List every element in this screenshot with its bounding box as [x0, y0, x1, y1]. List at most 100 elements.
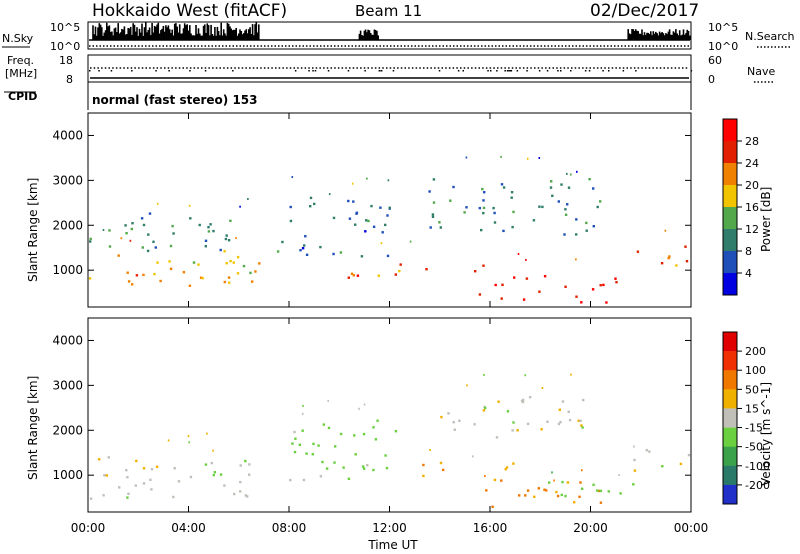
heatmap-cell	[560, 493, 563, 497]
heatmap-cell	[140, 217, 144, 220]
heatmap-cell	[510, 196, 513, 199]
heatmap-cell	[289, 478, 292, 482]
heatmap-cell	[687, 453, 691, 457]
heatmap-cell	[302, 404, 304, 407]
heatmap-cell	[591, 288, 595, 291]
heatmap-cell	[505, 466, 509, 469]
freq-left-tick-high: 18	[59, 54, 73, 67]
freq-dot	[110, 70, 113, 72]
cpid-label: CPID	[8, 90, 37, 103]
heatmap-cell	[592, 187, 595, 190]
power-colorbar-label: Power [dB]	[759, 187, 773, 252]
heatmap-cell	[577, 419, 580, 422]
heatmap-cell	[633, 458, 636, 462]
station-title: Hokkaido West (fitACF)	[92, 1, 287, 21]
heatmap-cell	[556, 494, 560, 498]
heatmap-cell	[254, 270, 257, 273]
heatmap-cell	[575, 258, 577, 261]
heatmap-cell	[399, 263, 402, 266]
freq-dot	[347, 70, 350, 72]
heatmap-cell	[447, 412, 450, 415]
heatmap-cell	[301, 429, 304, 432]
heatmap-cell	[478, 293, 482, 296]
velocity-colorbar-label: Velocity [m s^-1]	[759, 382, 773, 486]
noise-right-tick-high: 10^5	[708, 21, 738, 34]
heatmap-cell	[439, 226, 442, 229]
heatmap-cell	[578, 495, 581, 498]
heatmap-cell	[685, 260, 689, 263]
heatmap-cell	[204, 239, 208, 242]
heatmap-cell	[449, 199, 452, 202]
heatmap-cell	[148, 212, 152, 215]
date-label: 02/Dec/2017	[590, 1, 699, 21]
heatmap-cell	[549, 186, 553, 189]
heatmap-cell	[465, 206, 468, 209]
heatmap-cell	[358, 407, 360, 410]
heatmap-cell	[305, 452, 308, 455]
heatmap-cell	[543, 275, 547, 278]
colorbar-swatch	[723, 427, 737, 447]
heatmap-cell	[327, 426, 331, 430]
freq-label-1: Freq.	[7, 54, 34, 67]
velocity-y-ticks: 4000 3000 2000 1000	[52, 333, 691, 482]
heatmap-cell	[352, 274, 355, 277]
heatmap-cell	[319, 245, 322, 249]
heatmap-cell	[146, 249, 150, 253]
cpid-text: normal (fast stereo) 153	[92, 93, 258, 107]
colorbar-tick-label: 8	[745, 245, 752, 258]
velocity-colorbar: 200 100 50 15 -15 -50 -100 -200	[722, 331, 770, 505]
heatmap-cell	[599, 501, 603, 504]
heatmap-cell	[244, 459, 247, 463]
heatmap-cell	[172, 495, 175, 499]
colorbar-swatch	[723, 332, 737, 352]
heatmap-cell	[247, 198, 249, 200]
heatmap-cell	[212, 229, 215, 233]
heatmap-cell	[567, 410, 570, 413]
heatmap-cell	[384, 454, 387, 457]
heatmap-cell	[204, 245, 207, 248]
heatmap-cell	[384, 223, 387, 227]
heatmap-cell	[563, 233, 566, 236]
heatmap-cell	[557, 422, 561, 426]
heatmap-cell	[103, 474, 106, 477]
heatmap-cell	[127, 280, 131, 283]
freq-dot	[496, 70, 498, 72]
heatmap-cell	[522, 298, 526, 301]
freq-dot	[378, 70, 381, 72]
heatmap-cell	[147, 233, 150, 236]
heatmap-cell	[558, 408, 561, 411]
colorbar-tick-label: 24	[745, 157, 759, 170]
freq-dot	[588, 70, 591, 72]
heatmap-cell	[541, 387, 544, 389]
freq-left-tick-low: 8	[66, 73, 73, 86]
heatmap-cell	[130, 227, 133, 231]
freq-dot	[168, 70, 170, 72]
heatmap-cell	[679, 462, 683, 466]
heatmap-cell	[614, 277, 617, 280]
heatmap-cell	[561, 400, 565, 403]
heatmap-cell	[570, 373, 572, 376]
heatmap-cell	[560, 183, 563, 186]
heatmap-cell	[513, 276, 516, 279]
heatmap-cell	[386, 214, 389, 217]
velocity-heatmap-cells	[89, 373, 691, 508]
heatmap-cell	[538, 157, 541, 159]
heatmap-cell	[422, 463, 425, 467]
heatmap-cell	[129, 239, 132, 242]
heatmap-cell	[276, 250, 280, 253]
heatmap-cell	[483, 191, 486, 194]
noise-left-label: N.Sky	[2, 32, 34, 45]
heatmap-cell	[347, 276, 350, 279]
freq-dots	[89, 70, 693, 72]
heatmap-cell	[511, 429, 514, 432]
heatmap-cell	[229, 259, 232, 263]
heatmap-cell	[131, 222, 134, 225]
heatmap-cell	[233, 492, 236, 496]
power-y-label: Slant Range [km]	[26, 178, 40, 282]
heatmap-cell	[506, 410, 510, 413]
heatmap-cell	[528, 396, 532, 399]
heatmap-cell	[223, 280, 226, 284]
heatmap-cell	[452, 185, 455, 189]
heatmap-cell	[605, 301, 608, 304]
heatmap-cell	[189, 217, 192, 220]
